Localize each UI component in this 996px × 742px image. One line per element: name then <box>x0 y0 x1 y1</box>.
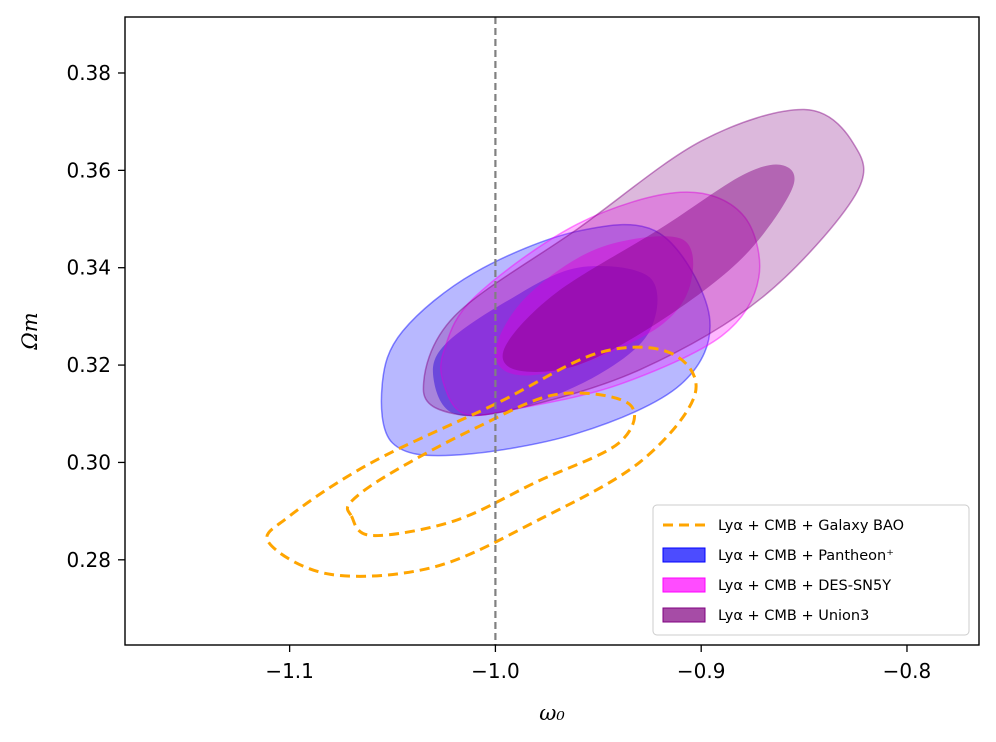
ly-cmb-galaxy-bao-contour-2sigma <box>265 345 698 578</box>
legend-swatch-ly-cmb-pantheon <box>662 547 706 563</box>
x-tick-label: −1.0 <box>471 659 520 683</box>
x-tick-label: −0.8 <box>883 659 932 683</box>
y-tick-label: 0.36 <box>66 158 111 182</box>
legend-swatch-ly-cmb-union3 <box>662 607 706 623</box>
y-tick-label: 0.32 <box>66 353 111 377</box>
ly-cmb-union3-contour-2sigma <box>422 108 865 417</box>
legend-label-ly-cmb-des-sn5y: Lyα + CMB + DES-SN5Y <box>718 578 891 594</box>
x-axis: −1.1 −1.0 −0.9 −0.8 <box>265 645 931 683</box>
legend-label-ly-cmb-union3: Lyα + CMB + Union3 <box>718 608 869 624</box>
legend: Lyα + CMB + Galaxy BAO Lyα + CMB + Panthe… <box>652 504 970 636</box>
x-axis-label: ω₀ <box>539 701 565 725</box>
legend-swatch-ly-cmb-des-sn5y <box>662 577 706 593</box>
ly-cmb-des-sn5y-contour-1sigma <box>495 236 694 376</box>
ly-cmb-pantheon-contour-2sigma <box>380 223 711 457</box>
y-tick-label: 0.30 <box>66 450 111 474</box>
x-tick-label: −1.1 <box>265 659 314 683</box>
legend-items: Lyα + CMB + Galaxy BAO Lyα + CMB + Panthe… <box>662 518 904 624</box>
y-tick-label: 0.28 <box>66 548 111 572</box>
x-tick-label: −0.9 <box>677 659 726 683</box>
ly-cmb-galaxy-bao-contour-1sigma <box>345 391 637 538</box>
legend-label-ly-cmb-galaxy-bao: Lyα + CMB + Galaxy BAO <box>718 518 904 534</box>
plot-frame <box>124 16 980 646</box>
legend-box <box>652 504 970 636</box>
ly-cmb-union3-contour-1sigma <box>502 164 795 372</box>
y-axis: 0.28 0.30 0.32 0.34 0.36 0.38 <box>66 61 125 572</box>
legend-label-ly-cmb-pantheon: Lyα + CMB + Pantheon⁺ <box>718 548 894 564</box>
y-axis-label: Ωm <box>18 312 42 350</box>
ly-cmb-pantheon-contour-1sigma <box>432 266 658 417</box>
y-tick-label: 0.38 <box>66 61 111 85</box>
contour-layer <box>265 108 865 578</box>
y-tick-label: 0.34 <box>66 256 111 280</box>
